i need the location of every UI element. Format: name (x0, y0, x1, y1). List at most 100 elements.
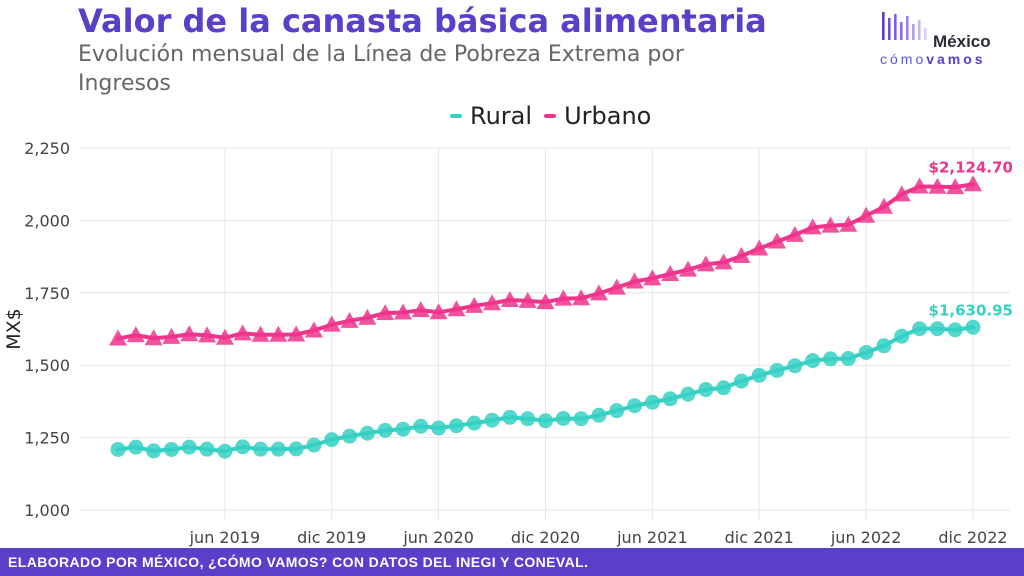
data-point-urbano (376, 304, 395, 321)
data-point-urbano (429, 303, 448, 320)
bar-pattern-icon (882, 12, 927, 40)
data-point-rural (823, 351, 838, 367)
data-point-rural (591, 407, 607, 423)
data-point-urbano (447, 300, 466, 317)
data-point-urbano (607, 278, 626, 295)
data-point-urbano (572, 289, 591, 306)
legend-swatch-urbano (544, 114, 557, 118)
y-axis-label: MX$ (3, 308, 25, 350)
data-point-rural (680, 386, 696, 402)
data-point-urbano (536, 293, 555, 310)
data-point-rural (359, 425, 375, 441)
data-point-rural (288, 441, 304, 457)
chart-title: Valor de la canasta básica alimentaria (78, 2, 767, 40)
y-tick-label: 1,750 (24, 284, 70, 303)
data-point-urbano (518, 291, 537, 308)
data-point-rural (110, 441, 126, 457)
data-point-rural (484, 412, 500, 428)
data-point-rural (787, 358, 803, 374)
data-point-urbano (500, 291, 519, 308)
line-chart: 1,000 1,250 1,500 1,750 2,000 2,250 jun 2019 di… (3, 139, 1013, 547)
y-tick-label: 1,250 (24, 429, 70, 448)
data-point-rural (342, 428, 358, 444)
data-point-rural (805, 353, 821, 369)
data-point-rural (965, 319, 981, 335)
data-point-rural (235, 439, 251, 455)
data-point-rural (876, 338, 892, 354)
x-tick-label: jun 2020 (402, 528, 474, 547)
data-point-urbano (411, 301, 430, 318)
y-tick-label: 2,250 (24, 139, 70, 158)
data-point-urbano (768, 232, 787, 249)
data-point-rural (413, 418, 429, 434)
data-point-urbano (643, 269, 662, 286)
data-point-rural (466, 415, 482, 431)
data-point-rural (538, 413, 553, 429)
data-point-rural (698, 382, 714, 398)
legend-label-rural: Rural (470, 102, 533, 130)
logo-text-como: cómo (880, 51, 927, 67)
data-point-rural (716, 380, 732, 396)
end-value-label-urbano: $2,124.70 (929, 158, 1013, 176)
x-tick-label: jun 2022 (830, 528, 902, 547)
data-point-urbano (857, 206, 876, 223)
data-point-urbano (750, 239, 769, 256)
data-point-rural (947, 322, 963, 338)
data-point-rural (644, 394, 660, 410)
y-tick-label: 1,000 (24, 501, 70, 520)
data-point-urbano (215, 328, 234, 345)
data-point-rural (573, 411, 589, 427)
x-tick-label: jun 2019 (189, 528, 261, 547)
data-point-urbano (465, 296, 484, 313)
data-point-urbano (162, 327, 181, 344)
data-point-rural (448, 418, 464, 434)
data-point-urbano (589, 284, 608, 301)
data-point-rural (502, 409, 518, 425)
data-point-rural (609, 403, 625, 419)
data-point-rural (128, 439, 144, 455)
x-tick-label: dic 2019 (297, 528, 366, 547)
data-point-urbano (892, 185, 911, 202)
data-point-rural (929, 321, 945, 337)
chart-subtitle: Evolución mensual de la Línea de Pobreza… (78, 42, 684, 96)
data-point-rural (858, 344, 874, 360)
data-point-urbano (696, 255, 715, 272)
data-point-urbano (732, 247, 751, 264)
legend-item-urbano: Urbano (544, 102, 651, 130)
data-point-rural (199, 441, 215, 457)
data-point-rural (769, 362, 785, 378)
end-value-label-rural: $1,630.95 (929, 301, 1013, 319)
data-point-rural (555, 410, 571, 426)
data-point-urbano (358, 308, 377, 325)
data-point-rural (431, 420, 447, 436)
data-point-urbano (322, 315, 341, 332)
logo-text-como-vamos: cómovamos (880, 51, 986, 67)
chart-legend: Rural Urbano (450, 102, 651, 130)
data-point-rural (146, 443, 162, 459)
data-point-urbano (554, 289, 573, 306)
data-point-urbano (180, 325, 199, 342)
legend-item-rural: Rural (450, 102, 532, 130)
legend-label-urbano: Urbano (564, 102, 652, 130)
data-point-urbano (928, 177, 947, 194)
data-point-rural (662, 391, 678, 407)
data-point-rural (181, 439, 197, 455)
data-point-urbano (661, 264, 680, 281)
data-point-rural (840, 351, 856, 367)
data-point-rural (306, 437, 322, 453)
data-point-urbano (874, 197, 893, 214)
data-point-urbano (839, 215, 858, 232)
data-point-rural (894, 328, 910, 344)
data-point-urbano (304, 321, 323, 338)
data-point-rural (324, 432, 340, 448)
x-tick-label: dic 2022 (938, 528, 1007, 547)
data-point-urbano (964, 175, 982, 192)
logo-text-mexico: México (933, 32, 991, 51)
data-point-urbano (233, 324, 252, 341)
data-point-rural (270, 441, 286, 457)
data-point-urbano (803, 218, 822, 235)
data-point-rural (217, 443, 233, 459)
data-point-urbano (910, 177, 929, 194)
data-point-rural (377, 422, 393, 438)
footer-credit: ELABORADO POR MÉXICO, ¿CÓMO VAMOS? CON D… (0, 548, 1024, 576)
